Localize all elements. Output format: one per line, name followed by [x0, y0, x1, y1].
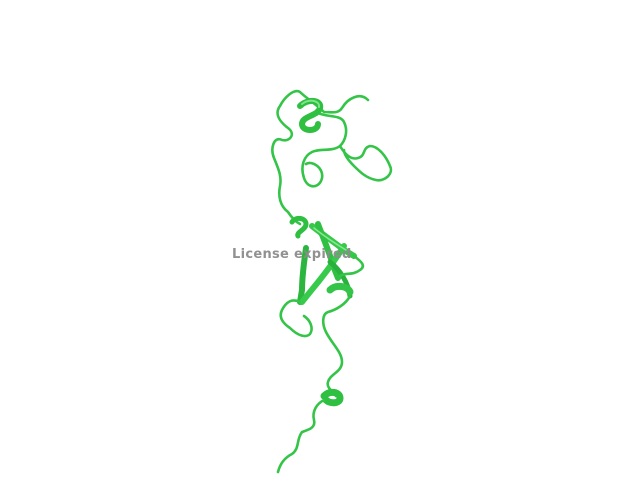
license-watermark: License expired — [232, 247, 352, 262]
helix-upper-highlight — [301, 99, 321, 108]
strand-3 — [297, 245, 309, 305]
coil-lower — [321, 294, 352, 398]
strand-4 — [299, 243, 347, 305]
coil-sheet-right — [338, 254, 365, 278]
helix-lower — [320, 388, 344, 407]
helix-beta-bottom — [326, 282, 354, 296]
helix-upper — [297, 98, 324, 133]
coil-tail — [276, 398, 326, 474]
sheet-highlight — [313, 227, 347, 251]
helix-middle-small — [289, 215, 309, 239]
coil-upper-loop-right — [338, 144, 393, 182]
coil-upper-region — [271, 89, 370, 226]
coil-upper-right — [301, 110, 348, 188]
coil-sheet-left — [279, 299, 313, 338]
